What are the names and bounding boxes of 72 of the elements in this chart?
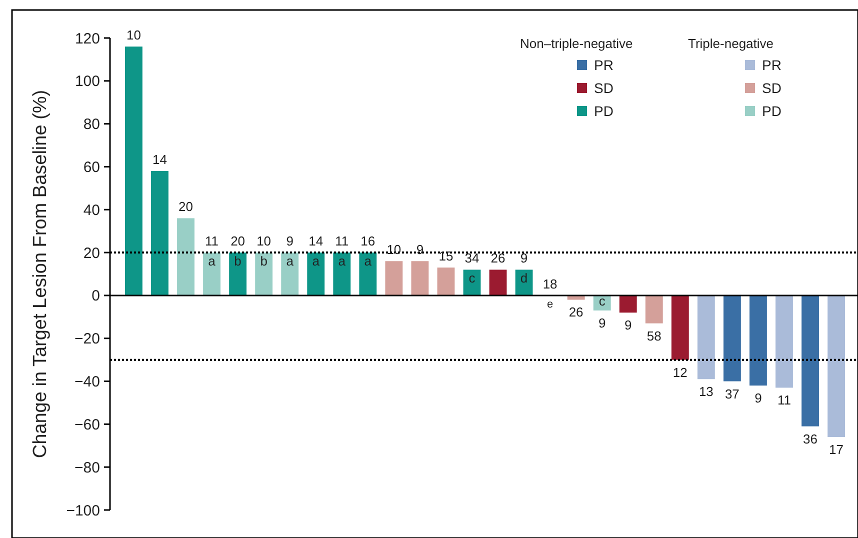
legend-label: PD [594, 103, 614, 119]
y-tick-label: −100 [66, 502, 100, 520]
text: 11 a [335, 234, 349, 269]
legend-label: SD [762, 80, 782, 96]
bar [281, 252, 299, 296]
text: 14 a [308, 234, 324, 269]
text: 9 [624, 318, 632, 333]
text: 13 [698, 384, 714, 400]
y-tick-label: 80 [83, 116, 100, 134]
bar [151, 171, 168, 296]
text: 18 e [542, 276, 558, 310]
bar [177, 218, 194, 296]
text: Non–triple-negative [520, 36, 633, 51]
legend-label: SD [594, 80, 614, 96]
bar [828, 295, 845, 438]
y-tick-label: 120 [74, 30, 100, 48]
text: 20 b [230, 234, 246, 269]
y-tick-label: 100 [74, 73, 100, 90]
text: 11 a [205, 234, 219, 269]
legend-label: PR [762, 57, 782, 73]
y-axis-title: Change in Target Lesion From Baseline (%) [30, 90, 51, 458]
bar [203, 252, 220, 296]
y-tick-label: 40 [83, 202, 100, 219]
legend-label: PD [762, 103, 782, 119]
text: 20 [178, 199, 193, 214]
text: 11 [777, 392, 791, 408]
y-tick-label: 20 [83, 244, 100, 262]
bar [697, 295, 715, 380]
y-tick-label: 0 [92, 288, 100, 305]
bar [489, 270, 507, 296]
text: 37 [724, 386, 740, 402]
text: 17 [829, 442, 844, 458]
bar [750, 295, 767, 386]
bar [255, 252, 273, 296]
bar [671, 295, 689, 360]
text: 9 [416, 242, 424, 258]
text: 10 [126, 28, 141, 43]
y-tick-label: −20 [74, 330, 100, 348]
text: 12 [672, 364, 688, 380]
text: 9 c [598, 293, 606, 330]
text: 10 [386, 242, 402, 258]
bar [776, 295, 793, 388]
text: 26 [568, 304, 584, 320]
bar [229, 252, 247, 296]
text: 9 [754, 390, 762, 406]
text: 10 b [256, 234, 272, 269]
y-tick-label: −40 [74, 374, 100, 391]
bar [359, 252, 377, 296]
text: 26 [490, 250, 506, 266]
bar [411, 261, 429, 296]
bar [125, 46, 142, 296]
bar [802, 295, 819, 426]
y-tick-label: 60 [83, 158, 100, 176]
text: 58 [646, 328, 662, 344]
text: 15 [438, 248, 454, 264]
bar [619, 295, 637, 313]
legend-label: PR [594, 57, 614, 73]
text: 9 a [286, 234, 294, 269]
bar [723, 295, 741, 382]
y-tick-label: −60 [74, 416, 100, 434]
bar [307, 252, 325, 296]
bar [645, 295, 663, 324]
text: Triple-negative [688, 36, 774, 51]
text: 36 [803, 431, 818, 446]
y-tick-label: −80 [74, 459, 100, 476]
text: 14 [152, 152, 167, 168]
bar [385, 261, 403, 296]
bar [333, 252, 351, 296]
text: 9 d [520, 250, 528, 286]
text: 16 a [360, 234, 376, 269]
text: 34 c [464, 250, 480, 286]
bar [437, 268, 455, 296]
